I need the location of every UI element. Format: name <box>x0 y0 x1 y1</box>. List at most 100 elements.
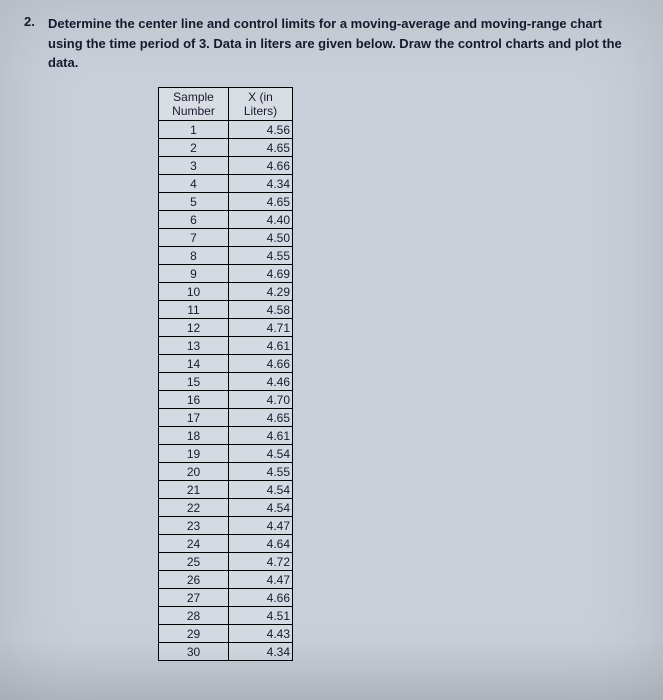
table-row: 174.65 <box>159 409 293 427</box>
table-row: 64.40 <box>159 211 293 229</box>
sample-number-cell: 19 <box>159 445 229 463</box>
sample-number-cell: 21 <box>159 481 229 499</box>
table-row: 184.61 <box>159 427 293 445</box>
sample-value-cell: 4.54 <box>229 481 293 499</box>
table-row: 84.55 <box>159 247 293 265</box>
sample-number-cell: 20 <box>159 463 229 481</box>
header-sample: Sample Number <box>159 87 229 121</box>
table-row: 134.61 <box>159 337 293 355</box>
sample-value-cell: 4.66 <box>229 355 293 373</box>
question-block: 2. Determine the center line and control… <box>24 14 639 73</box>
sample-number-cell: 9 <box>159 265 229 283</box>
sample-number-cell: 1 <box>159 121 229 139</box>
table-row: 294.43 <box>159 625 293 643</box>
table-row: 244.64 <box>159 535 293 553</box>
sample-value-cell: 4.65 <box>229 139 293 157</box>
sample-value-cell: 4.46 <box>229 373 293 391</box>
sample-number-cell: 15 <box>159 373 229 391</box>
table-row: 284.51 <box>159 607 293 625</box>
sample-number-cell: 6 <box>159 211 229 229</box>
sample-value-cell: 4.56 <box>229 121 293 139</box>
sample-number-cell: 27 <box>159 589 229 607</box>
sample-value-cell: 4.54 <box>229 445 293 463</box>
header-sample-line2: Number <box>172 104 215 118</box>
sample-value-cell: 4.65 <box>229 409 293 427</box>
sample-value-cell: 4.54 <box>229 499 293 517</box>
table-row: 214.54 <box>159 481 293 499</box>
table-row: 44.34 <box>159 175 293 193</box>
sample-value-cell: 4.61 <box>229 427 293 445</box>
sample-value-cell: 4.58 <box>229 301 293 319</box>
sample-value-cell: 4.55 <box>229 247 293 265</box>
table-row: 304.34 <box>159 643 293 661</box>
table-row: 24.65 <box>159 139 293 157</box>
table-row: 154.46 <box>159 373 293 391</box>
table-body: 14.5624.6534.6644.3454.6564.4074.5084.55… <box>159 121 293 661</box>
header-sample-line1: Sample <box>173 90 214 104</box>
table-row: 14.56 <box>159 121 293 139</box>
sample-value-cell: 4.40 <box>229 211 293 229</box>
table-row: 144.66 <box>159 355 293 373</box>
header-value-line2: Liters) <box>244 104 277 118</box>
question-number: 2. <box>24 14 38 73</box>
sample-number-cell: 16 <box>159 391 229 409</box>
sample-value-cell: 4.47 <box>229 517 293 535</box>
sample-value-cell: 4.51 <box>229 607 293 625</box>
sample-value-cell: 4.69 <box>229 265 293 283</box>
table-row: 264.47 <box>159 571 293 589</box>
sample-number-cell: 26 <box>159 571 229 589</box>
sample-number-cell: 4 <box>159 175 229 193</box>
table-row: 274.66 <box>159 589 293 607</box>
sample-value-cell: 4.47 <box>229 571 293 589</box>
sample-number-cell: 3 <box>159 157 229 175</box>
table-row: 194.54 <box>159 445 293 463</box>
sample-number-cell: 10 <box>159 283 229 301</box>
table-row: 224.54 <box>159 499 293 517</box>
sample-value-cell: 4.70 <box>229 391 293 409</box>
sample-value-cell: 4.55 <box>229 463 293 481</box>
sample-value-cell: 4.71 <box>229 319 293 337</box>
sample-value-cell: 4.66 <box>229 589 293 607</box>
sample-number-cell: 8 <box>159 247 229 265</box>
table-row: 164.70 <box>159 391 293 409</box>
sample-value-cell: 4.34 <box>229 175 293 193</box>
sample-number-cell: 13 <box>159 337 229 355</box>
sample-number-cell: 17 <box>159 409 229 427</box>
sample-number-cell: 24 <box>159 535 229 553</box>
sample-value-cell: 4.66 <box>229 157 293 175</box>
sample-number-cell: 14 <box>159 355 229 373</box>
sample-value-cell: 4.34 <box>229 643 293 661</box>
sample-number-cell: 29 <box>159 625 229 643</box>
sample-number-cell: 23 <box>159 517 229 535</box>
data-table-container: Sample Number X (in Liters) 14.5624.6534… <box>158 87 639 662</box>
table-row: 34.66 <box>159 157 293 175</box>
table-row: 124.71 <box>159 319 293 337</box>
sample-number-cell: 18 <box>159 427 229 445</box>
sample-value-cell: 4.43 <box>229 625 293 643</box>
sample-number-cell: 11 <box>159 301 229 319</box>
sample-number-cell: 7 <box>159 229 229 247</box>
sample-value-cell: 4.50 <box>229 229 293 247</box>
sample-value-cell: 4.29 <box>229 283 293 301</box>
sample-number-cell: 28 <box>159 607 229 625</box>
table-row: 104.29 <box>159 283 293 301</box>
sample-value-cell: 4.65 <box>229 193 293 211</box>
table-row: 54.65 <box>159 193 293 211</box>
sample-number-cell: 5 <box>159 193 229 211</box>
sample-value-cell: 4.64 <box>229 535 293 553</box>
table-row: 254.72 <box>159 553 293 571</box>
header-value-line1: X (in <box>248 90 273 104</box>
data-table: Sample Number X (in Liters) 14.5624.6534… <box>158 87 293 662</box>
sample-value-cell: 4.61 <box>229 337 293 355</box>
sample-number-cell: 25 <box>159 553 229 571</box>
sample-value-cell: 4.72 <box>229 553 293 571</box>
sample-number-cell: 2 <box>159 139 229 157</box>
table-row: 114.58 <box>159 301 293 319</box>
table-row: 74.50 <box>159 229 293 247</box>
question-text: Determine the center line and control li… <box>48 14 639 73</box>
table-row: 204.55 <box>159 463 293 481</box>
table-row: 234.47 <box>159 517 293 535</box>
table-row: 94.69 <box>159 265 293 283</box>
header-value: X (in Liters) <box>229 87 293 121</box>
sample-number-cell: 22 <box>159 499 229 517</box>
